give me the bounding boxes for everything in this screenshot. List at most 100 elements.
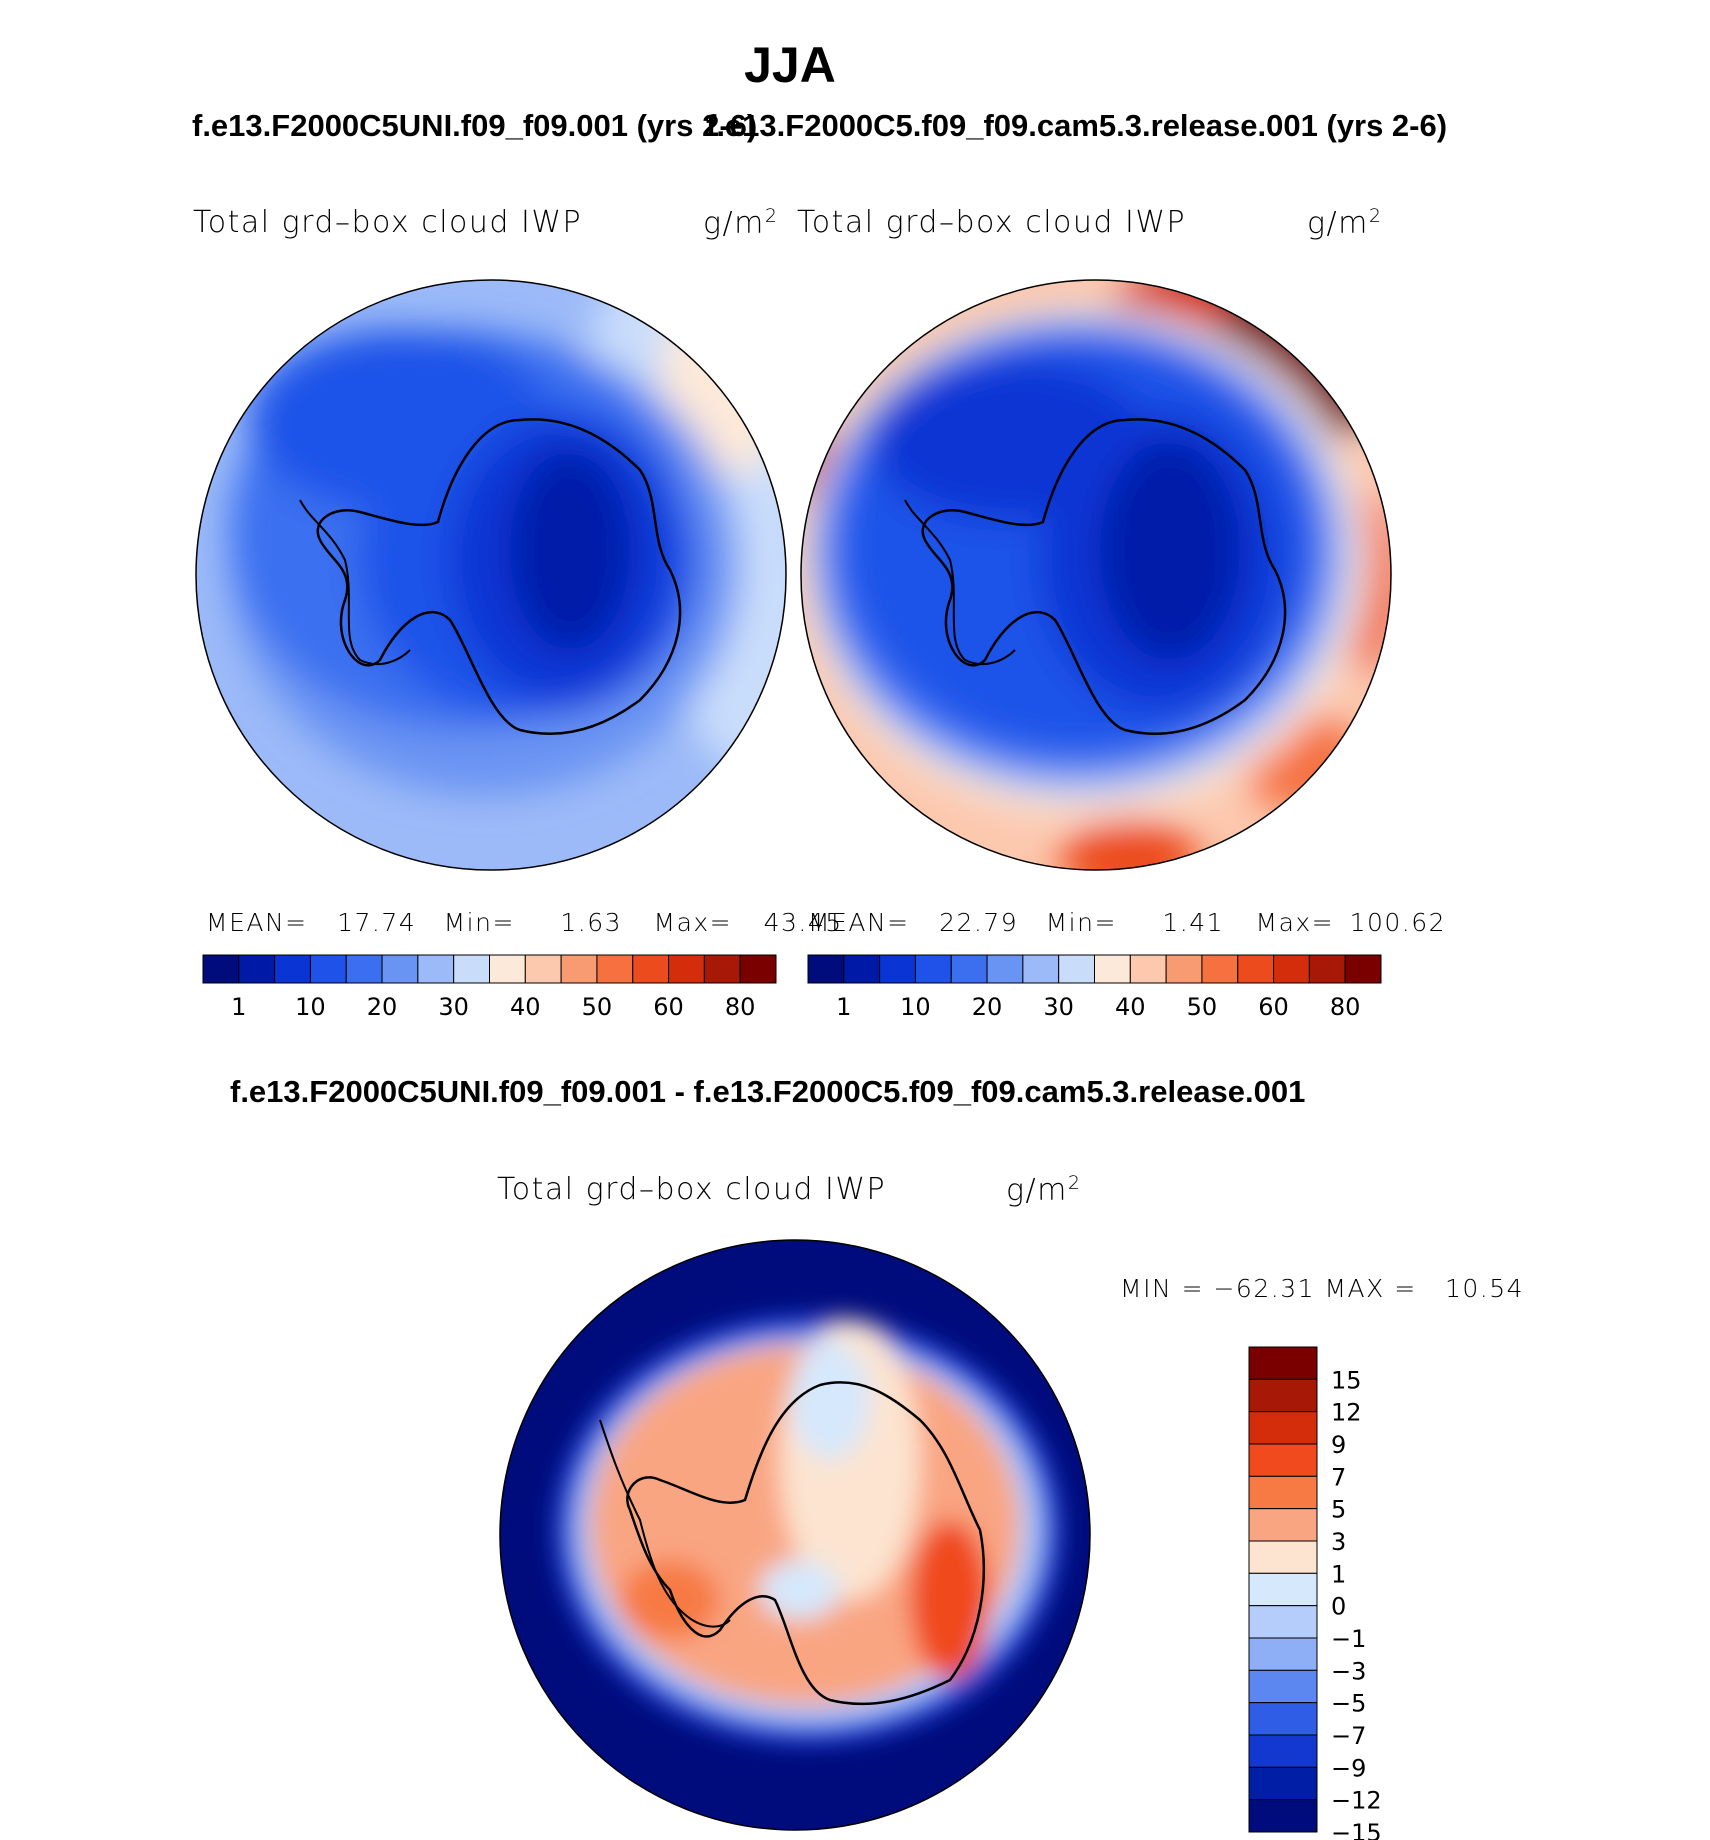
diff-units-base: g/m bbox=[1006, 1173, 1068, 1208]
left-max-label: Max= bbox=[653, 908, 733, 937]
right-colorbar-tick-label: 80 bbox=[1330, 993, 1361, 1021]
left-colorbar-swatch bbox=[238, 954, 276, 984]
left-colorbar-tick-label: 40 bbox=[510, 993, 541, 1021]
left-colorbar-swatch bbox=[524, 954, 562, 984]
left-field-label: Total grd–box cloud IWP bbox=[193, 205, 583, 240]
right-colorbar-swatch bbox=[1129, 954, 1167, 984]
diff-colorbar-swatch bbox=[1248, 1346, 1318, 1380]
left-colorbar-swatch bbox=[668, 954, 705, 984]
right-units: g/m2 bbox=[1307, 205, 1382, 241]
left-colorbar-tick-label: 10 bbox=[295, 993, 326, 1021]
right-colorbar-swatch bbox=[1273, 954, 1310, 984]
diff-colorbar-swatch bbox=[1248, 1572, 1318, 1607]
diff-colorbar-swatch bbox=[1248, 1443, 1318, 1477]
diff-colorbar-tick-label: −15 bbox=[1331, 1819, 1382, 1840]
left-colorbar-swatch bbox=[453, 954, 490, 984]
diff-title: f.e13.F2000C5UNI.f09_f09.001 - f.e13.F20… bbox=[230, 1074, 1306, 1109]
left-colorbar-swatch bbox=[345, 954, 383, 984]
right-colorbar-swatch bbox=[1201, 954, 1239, 984]
right-colorbar-tick-label: 50 bbox=[1187, 993, 1218, 1021]
right-colorbar-swatch bbox=[986, 954, 1024, 984]
diff-colorbar-swatch bbox=[1248, 1799, 1318, 1833]
diff-colorbar-tick-label: 12 bbox=[1331, 1399, 1362, 1427]
left-units-base: g/m bbox=[703, 206, 765, 241]
right-mean-value: 22.79 bbox=[939, 908, 1019, 937]
diff-field-label: Total grd–box cloud IWP bbox=[497, 1172, 887, 1207]
left-colorbar-tick-label: 80 bbox=[725, 993, 756, 1021]
right-colorbar-swatch bbox=[1344, 954, 1382, 984]
diff-colorbar-tick-label: −5 bbox=[1331, 1690, 1366, 1718]
diff-colorbar-tick-label: −3 bbox=[1331, 1657, 1366, 1685]
diff-colorbar-swatch bbox=[1248, 1378, 1318, 1413]
left-colorbar-swatch bbox=[202, 954, 240, 984]
diff-colorbar-swatch bbox=[1248, 1637, 1318, 1671]
right-case-title: f.e13.F2000C5.f09_f09.cam5.3.release.001… bbox=[706, 108, 1448, 143]
left-max-value: 43.45 bbox=[763, 908, 843, 937]
diff-colorbar-swatch bbox=[1248, 1508, 1318, 1542]
diff-colorbar-tick-label: −9 bbox=[1331, 1754, 1366, 1782]
left-colorbar-tick-label: 1 bbox=[231, 993, 246, 1021]
diff-units: g/m2 bbox=[1006, 1172, 1081, 1208]
right-colorbar-tick-label: 40 bbox=[1115, 993, 1146, 1021]
diff-colorbar-tick-label: −12 bbox=[1331, 1787, 1382, 1815]
diff-units-exp: 2 bbox=[1067, 1172, 1082, 1194]
diff-colorbar-tick-label: −7 bbox=[1331, 1722, 1366, 1750]
right-colorbar-swatch bbox=[1165, 954, 1203, 984]
right-min-value: 1.41 bbox=[1162, 908, 1225, 937]
diff-colorbar-tick-label: 7 bbox=[1331, 1463, 1346, 1491]
right-colorbar-swatch bbox=[950, 954, 988, 984]
diff-colorbar-tick-label: −1 bbox=[1331, 1625, 1366, 1653]
diff-colorbar-swatch bbox=[1248, 1411, 1318, 1445]
diff-colorbar-swatch bbox=[1248, 1475, 1318, 1510]
right-map-border bbox=[800, 279, 1392, 871]
left-min-value: 1.63 bbox=[560, 908, 623, 937]
left-colorbar-tick-label: 20 bbox=[367, 993, 398, 1021]
left-units: g/m2 bbox=[703, 205, 778, 241]
left-map-border bbox=[195, 279, 787, 871]
diff-colorbar: 15 12 9 7 5 3 1 0 −1 −3 −5 −7 −9 −12 −15 bbox=[1248, 1346, 1382, 1840]
diff-map-border bbox=[499, 1239, 1091, 1831]
diff-colorbar-tick-label: 9 bbox=[1331, 1431, 1346, 1459]
left-colorbar-swatch bbox=[739, 954, 777, 984]
right-colorbar-swatch bbox=[1237, 954, 1275, 984]
right-colorbar-tick-label: 10 bbox=[900, 993, 931, 1021]
right-max-label: Max= bbox=[1255, 908, 1335, 937]
right-max-value: 100.62 bbox=[1349, 908, 1447, 937]
right-colorbar-tick-label: 1 bbox=[836, 993, 851, 1021]
diff-colorbar-tick-label: 3 bbox=[1331, 1528, 1346, 1556]
right-units-base: g/m bbox=[1307, 206, 1369, 241]
diff-colorbar-swatch bbox=[1248, 1669, 1318, 1704]
left-colorbar-swatch bbox=[632, 954, 670, 984]
right-min-label: Min= bbox=[1045, 908, 1117, 937]
diff-colorbar-swatch bbox=[1248, 1540, 1318, 1574]
right-colorbar-swatch bbox=[1058, 954, 1095, 984]
right-colorbar-tick-label: 60 bbox=[1258, 993, 1289, 1021]
right-units-exp: 2 bbox=[1368, 205, 1383, 227]
diff-minmax: MIN = −62.31 MAX = 10.54 bbox=[1120, 1274, 1525, 1303]
left-colorbar-swatch bbox=[560, 954, 598, 984]
right-colorbar-swatch bbox=[1308, 954, 1346, 984]
left-colorbar-swatch bbox=[417, 954, 455, 984]
right-colorbar-tick-label: 30 bbox=[1043, 993, 1074, 1021]
diff-map bbox=[500, 1240, 1090, 1830]
right-colorbar-tick-label: 20 bbox=[972, 993, 1003, 1021]
left-colorbar-swatch bbox=[381, 954, 419, 984]
diff-colorbar-tick-label: 5 bbox=[1331, 1496, 1346, 1524]
left-colorbar-tick-label: 60 bbox=[653, 993, 684, 1021]
right-stats: MEAN= 22.79 Min= 1.41 Max= 100.62 bbox=[808, 908, 1446, 937]
left-colorbar-swatch bbox=[309, 954, 347, 984]
diff-colorbar-tick-label: 1 bbox=[1331, 1560, 1346, 1588]
left-colorbar-tick-label: 50 bbox=[582, 993, 613, 1021]
left-colorbar-swatch bbox=[274, 954, 311, 984]
left-colorbar-swatch bbox=[596, 954, 634, 984]
right-colorbar-swatch bbox=[879, 954, 916, 984]
right-colorbar-swatch bbox=[843, 954, 881, 984]
right-colorbar: 1 10 20 30 40 50 60 80 bbox=[807, 954, 1382, 1021]
right-map bbox=[801, 280, 1391, 870]
diff-colorbar-tick-label: 15 bbox=[1331, 1366, 1362, 1394]
left-map bbox=[196, 280, 786, 870]
right-colorbar-swatch bbox=[1022, 954, 1060, 984]
diff-colorbar-tick-label: 0 bbox=[1331, 1593, 1346, 1621]
right-field-label: Total grd–box cloud IWP bbox=[797, 205, 1187, 240]
